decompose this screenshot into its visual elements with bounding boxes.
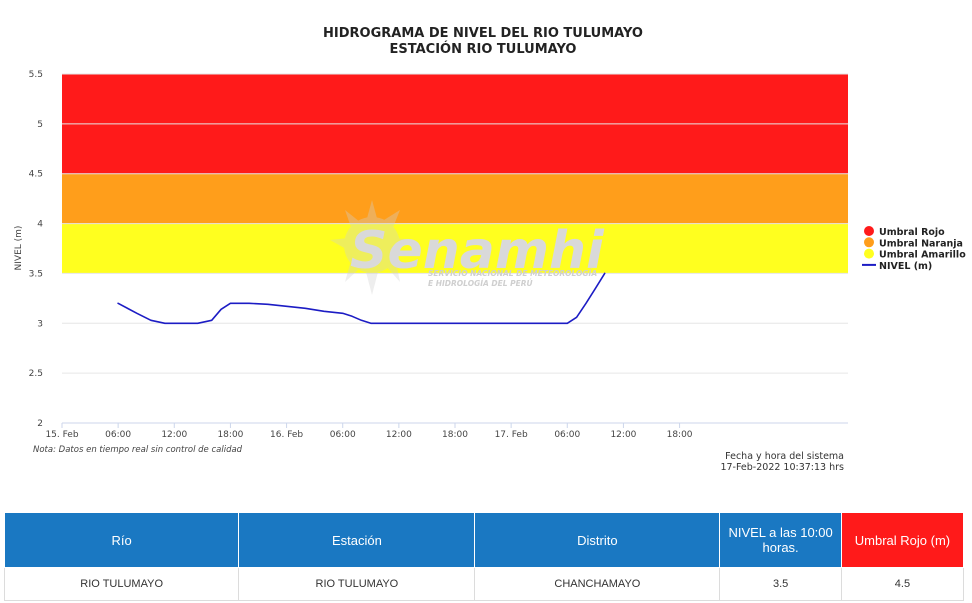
cell-umbral-rojo: 4.5 — [840, 567, 965, 601]
hydrograph-chart: HIDROGRAMA DE NIVEL DEL RIO TULUMAYO EST… — [14, 26, 966, 473]
x-tick-label: 17. Feb — [495, 430, 528, 440]
y-tick-label: 3 — [37, 319, 43, 329]
x-tick-label: 06:00 — [330, 430, 356, 440]
x-tick-label: 18:00 — [217, 430, 243, 440]
series-layer — [117, 272, 606, 325]
legend-marker — [864, 237, 874, 248]
x-tick-label: 18:00 — [442, 430, 468, 440]
chart-title: HIDROGRAMA DE NIVEL DEL RIO TULUMAYO — [323, 26, 643, 41]
y-tick-label: 4 — [37, 220, 43, 230]
watermark-line2: E HIDROLOGÍA DEL PERÚ — [428, 279, 533, 288]
x-tick-label: 18:00 — [667, 430, 693, 440]
header-distrito: Distrito — [474, 512, 721, 568]
data-quality-note: Nota: Datos en tiempo real sin control d… — [33, 445, 243, 455]
header-estacion: Estación — [238, 512, 476, 568]
station-table: Río Estación Distrito NIVEL a las 10:00 … — [3, 512, 965, 601]
x-tick-label: 06:00 — [554, 430, 580, 440]
cell-distrito: CHANCHAMAYO — [474, 567, 721, 601]
x-tick-label: 16. Feb — [270, 430, 303, 440]
system-time-value: 17-Feb-2022 10:37:13 hrs — [720, 462, 844, 473]
chart-subtitle: ESTACIÓN RIO TULUMAYO — [390, 41, 577, 57]
legend-marker — [864, 226, 874, 236]
band-umbral-naranja — [62, 173, 848, 224]
y-tick-label: 4.5 — [29, 170, 43, 180]
x-tick-label: 12:00 — [386, 430, 412, 440]
cell-nivel: 3.5 — [719, 567, 842, 601]
y-tick-label: 5 — [37, 120, 43, 130]
y-tick-label: 5.5 — [29, 70, 43, 80]
series-line-nivel — [117, 272, 606, 325]
watermark-name: Senamhi — [350, 221, 605, 281]
x-tick-label: 12:00 — [161, 430, 187, 440]
y-tick-label: 2.5 — [29, 369, 43, 379]
legend-marker — [864, 248, 874, 259]
x-tick-label: 06:00 — [105, 430, 131, 440]
table-row: RIO TULUMAYO RIO TULUMAYO CHANCHAMAYO 3.… — [3, 567, 965, 601]
header-nivel: NIVEL a las 10:00 horas. — [719, 512, 842, 568]
legend-item-label: Umbral Naranja — [879, 238, 963, 249]
y-axis-ticks: 2 2.5 3 3.5 4 4.5 5 5.5 — [29, 70, 44, 429]
table-header-row: Río Estación Distrito NIVEL a las 10:00 … — [3, 512, 965, 568]
system-time-label: Fecha y hora del sistema — [725, 451, 844, 462]
legend-item-label: Umbral Amarillo — [879, 250, 966, 261]
chart-svg: HIDROGRAMA DE NIVEL DEL RIO TULUMAYO EST… — [14, 26, 966, 473]
header-rio: Río — [3, 512, 240, 568]
cell-rio: RIO TULUMAYO — [3, 567, 240, 601]
y-tick-label: 2 — [37, 419, 43, 429]
band-umbral-amarillo — [62, 223, 848, 274]
x-tick-label: 15. Feb — [45, 430, 78, 440]
header-umbral-rojo: Umbral Rojo (m) — [840, 512, 965, 568]
y-axis-label: NIVEL (m) — [14, 226, 24, 271]
x-axis-ticks: 15. Feb 06:00 12:00 18:00 16. Feb 06:00 12:00 1… — [45, 423, 693, 440]
sun-logo-icon — [330, 200, 412, 295]
y-tick-label: 3.5 — [29, 269, 43, 279]
x-tick-label: 12:00 — [610, 430, 636, 440]
watermark-line1: SERVICIO NACIONAL DE METEOROLOGÍA — [428, 269, 597, 278]
legend-item-label: Umbral Rojo — [879, 227, 945, 238]
cell-estacion: RIO TULUMAYO — [238, 567, 476, 601]
senamhi-watermark: Senamhi SERVICIO NACIONAL DE METEOROLOGÍ… — [330, 200, 605, 295]
legend-item-label: NIVEL (m) — [879, 261, 932, 272]
